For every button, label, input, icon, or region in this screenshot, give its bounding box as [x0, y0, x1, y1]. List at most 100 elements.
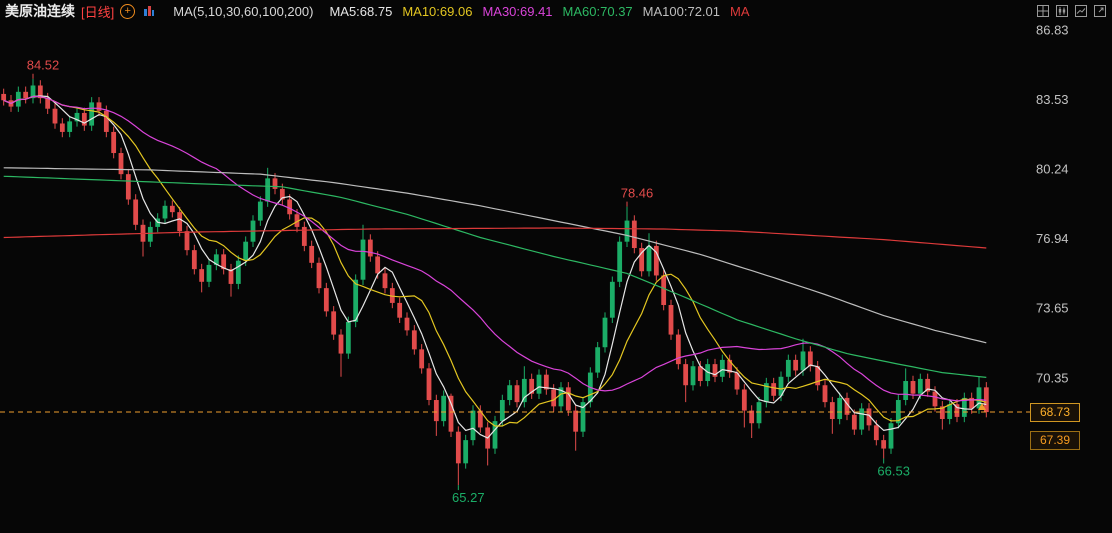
- ma-value-label: MA: [730, 4, 750, 19]
- ma30-line: [4, 97, 987, 401]
- candle-body: [236, 261, 241, 284]
- candle-body: [89, 102, 94, 125]
- candle-body: [852, 415, 857, 430]
- chart-toolbar: [1036, 4, 1108, 19]
- candle-body: [757, 402, 762, 423]
- candle-body: [683, 364, 688, 385]
- candle-body: [309, 246, 314, 263]
- candle-body: [207, 265, 212, 282]
- candle-body: [603, 318, 608, 348]
- candle-body: [632, 221, 637, 248]
- candle-body: [185, 231, 190, 250]
- candle-body: [287, 199, 292, 214]
- ma-settings-label[interactable]: MA(5,10,30,60,100,200): [173, 4, 313, 19]
- candle-body: [830, 402, 835, 419]
- candle-body: [720, 360, 725, 377]
- chart-style-icon[interactable]: [143, 5, 155, 17]
- y-axis-label: 86.83: [1036, 22, 1069, 37]
- candle-body: [610, 282, 615, 318]
- ma5-line: [4, 96, 987, 438]
- ma-value-label: MA5:68.75: [329, 4, 392, 19]
- candle-body: [60, 123, 65, 131]
- ma-value-label: MA100:72.01: [643, 4, 720, 19]
- candle-body: [801, 351, 806, 370]
- candle-body: [669, 305, 674, 335]
- candle-body: [786, 360, 791, 377]
- candle-body: [119, 153, 124, 174]
- candle-body: [67, 121, 72, 132]
- candle-body: [177, 212, 182, 231]
- candle-body: [647, 246, 652, 271]
- candle-body: [808, 351, 813, 366]
- candle-body: [566, 387, 571, 410]
- candle-body: [111, 132, 116, 153]
- candle-body: [500, 400, 505, 421]
- candle-body: [573, 411, 578, 432]
- symbol-name[interactable]: 美原油连续: [5, 1, 75, 21]
- candle-body: [691, 366, 696, 385]
- candle-body: [383, 273, 388, 288]
- candle-body: [419, 349, 424, 368]
- ma10-line: [4, 97, 987, 427]
- price-annotation: 84.52: [27, 58, 60, 73]
- y-axis-label: 76.94: [1036, 231, 1069, 246]
- candle-body: [163, 206, 168, 219]
- y-axis-label: 70.35: [1036, 370, 1069, 385]
- candle-body: [515, 385, 520, 402]
- secondary-price-badge: 67.39: [1030, 431, 1080, 450]
- chart-header: 美原油连续 [日线] + MA(5,10,30,60,100,200) MA5:…: [0, 0, 750, 22]
- candle-body: [881, 440, 886, 448]
- period-label[interactable]: [日线]: [81, 2, 114, 21]
- ma-value-label: MA10:69.06: [402, 4, 472, 19]
- ma-values: MA5:68.75 MA10:69.06 MA30:69.41 MA60:70.37 M…: [319, 4, 749, 19]
- candle-body: [771, 383, 776, 396]
- chart-canvas[interactable]: 84.5278.4665.2766.5386.8383.5380.2476.94…: [0, 0, 1112, 533]
- candle-body: [368, 240, 373, 257]
- candle-body: [23, 92, 28, 98]
- candle-body: [1, 94, 6, 100]
- candle-body: [933, 392, 938, 407]
- candle-body: [339, 335, 344, 354]
- candle-body: [507, 385, 512, 400]
- candle-body: [199, 269, 204, 282]
- candle-body: [243, 242, 248, 261]
- candlestick-icon[interactable]: [1055, 4, 1070, 19]
- y-axis-label: 73.65: [1036, 301, 1069, 316]
- candle-body: [595, 347, 600, 372]
- candle-body: [427, 368, 432, 400]
- candle-body: [823, 385, 828, 402]
- candle-body: [265, 178, 270, 201]
- ma-value-label: MA30:69.41: [482, 4, 552, 19]
- candle-body: [837, 398, 842, 419]
- grid-layout-icon[interactable]: [1036, 4, 1051, 19]
- candle-body: [53, 109, 58, 124]
- candle-body: [97, 102, 102, 110]
- candle-body: [463, 440, 468, 463]
- price-annotation: 66.53: [877, 463, 910, 478]
- line-chart-icon[interactable]: [1074, 4, 1089, 19]
- candle-body: [258, 202, 263, 221]
- candle-body: [324, 288, 329, 311]
- ma-value-label: MA60:70.37: [563, 4, 633, 19]
- ma60-line: [4, 176, 987, 377]
- candle-body: [346, 322, 351, 354]
- candle-body: [441, 396, 446, 421]
- candle-body: [273, 178, 278, 189]
- candle-body: [192, 250, 197, 269]
- add-indicator-icon[interactable]: +: [120, 4, 135, 19]
- ma100-line: [4, 168, 987, 343]
- candle-body: [918, 379, 923, 394]
- price-annotation: 65.27: [452, 490, 485, 505]
- candle-body: [449, 396, 454, 432]
- candle-body: [353, 280, 358, 322]
- candle-body: [793, 360, 798, 371]
- candle-body: [537, 375, 542, 394]
- candle-body: [617, 242, 622, 282]
- candle-body: [471, 411, 476, 441]
- candle-body: [889, 423, 894, 448]
- candle-body: [133, 199, 138, 224]
- candle-body: [104, 111, 109, 132]
- candle-body: [625, 221, 630, 242]
- mini-candles-icon: [143, 5, 155, 17]
- expand-icon[interactable]: [1093, 4, 1108, 19]
